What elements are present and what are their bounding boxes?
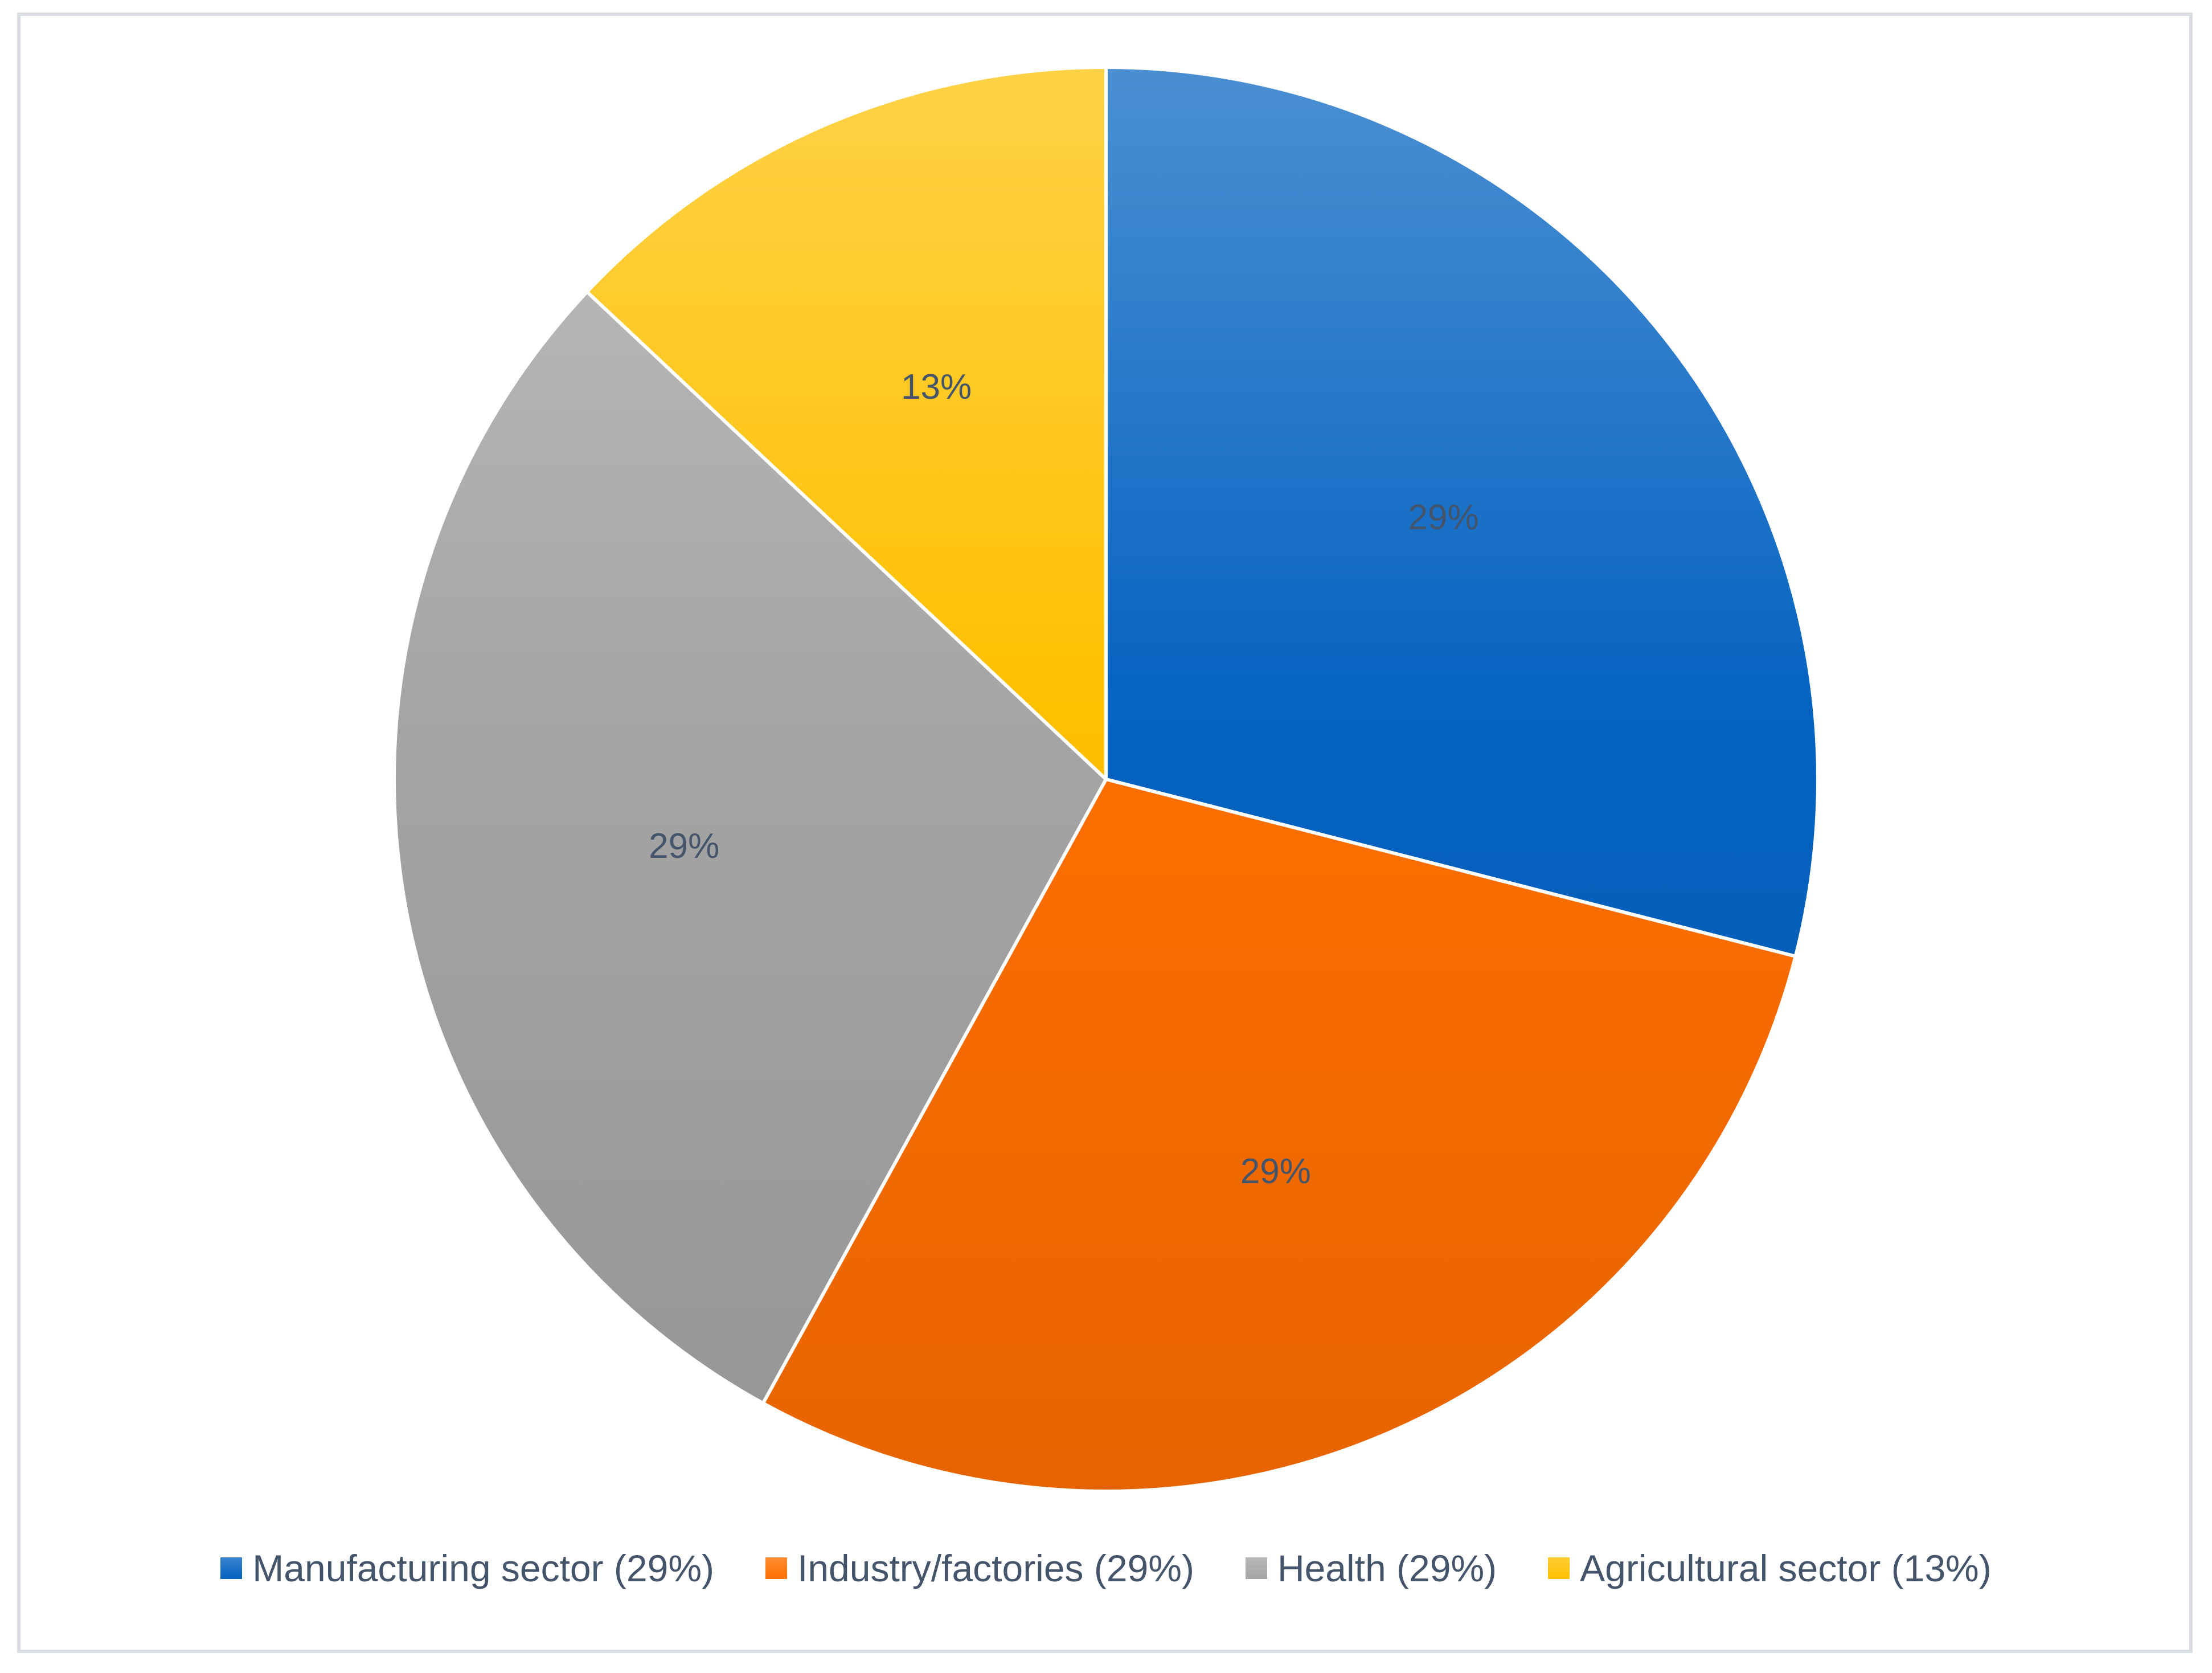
legend-label: Health (29%) — [1277, 1547, 1497, 1589]
legend-swatch — [1548, 1557, 1570, 1579]
legend-label: Manufacturing sector (29%) — [252, 1547, 714, 1589]
legend-item-manufacturing-sector: Manufacturing sector (29%) — [220, 1547, 714, 1590]
legend-label: Agricultural sector (13%) — [1580, 1547, 1992, 1589]
pie-slice-industry-factories — [761, 778, 1797, 1493]
pie-slice-manufacturing-sector — [1104, 66, 1820, 958]
legend-item-health: Health (29%) — [1245, 1547, 1497, 1590]
data-label-health: 29% — [649, 827, 719, 866]
legend-swatch — [765, 1557, 787, 1579]
pie-data-labels: 29% 29% 29% 13% — [649, 367, 1478, 1191]
legend-swatch — [220, 1557, 243, 1579]
legend-label: Industry/factories (29%) — [797, 1547, 1194, 1589]
pie-slice-health — [392, 290, 1108, 1405]
data-label-agricultural-sector: 13% — [901, 367, 972, 407]
data-label-industry-factories: 29% — [1240, 1152, 1311, 1191]
legend: Manufacturing sector (29%) Industry/facto… — [0, 1547, 2212, 1590]
data-label-manufacturing-sector: 29% — [1408, 498, 1479, 537]
legend-item-industry-factories: Industry/factories (29%) — [765, 1547, 1194, 1590]
legend-item-agricultural-sector: Agricultural sector (13%) — [1548, 1547, 1992, 1590]
pie-slice-agricultural-sector — [585, 66, 1108, 781]
legend-swatch — [1245, 1557, 1267, 1579]
pie-slices — [392, 66, 1820, 1493]
